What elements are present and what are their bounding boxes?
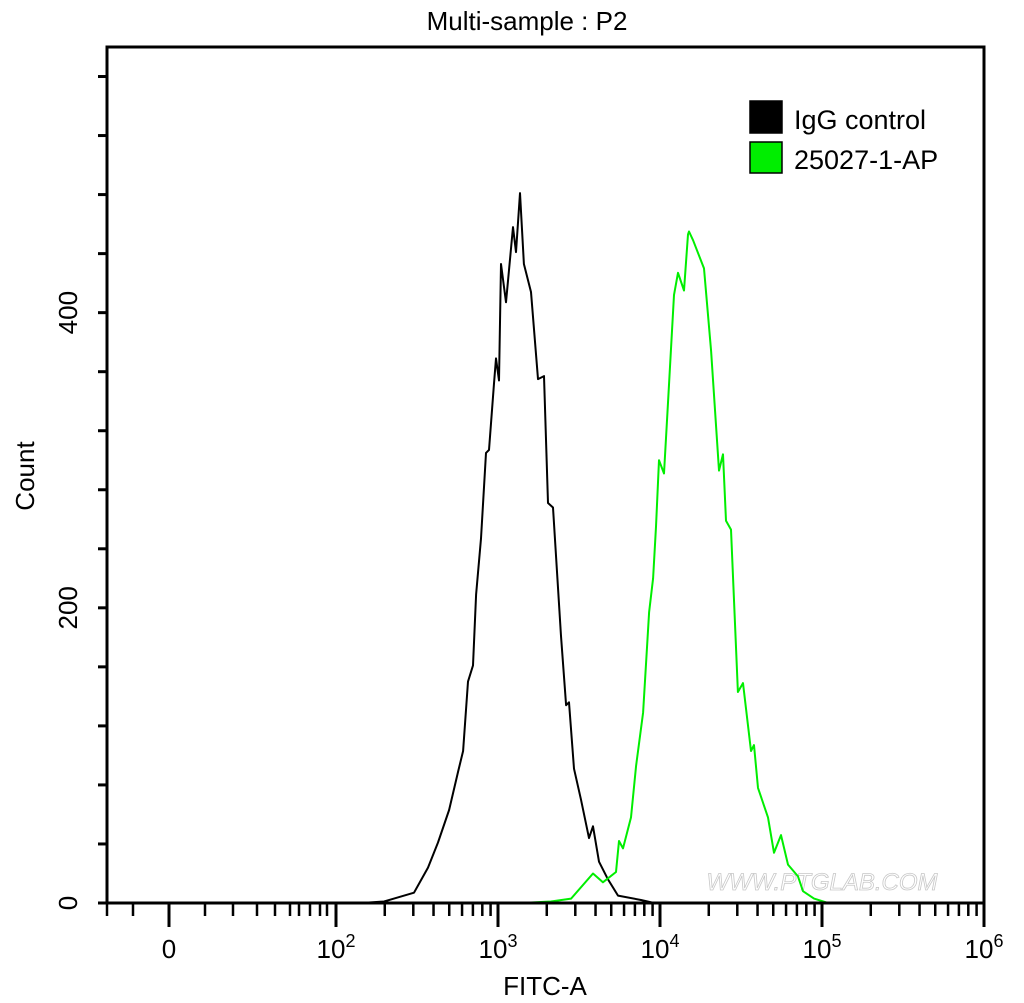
x-tick-label-exponent: 6 — [993, 931, 1003, 951]
y-axis-label: Count — [10, 441, 40, 511]
x-tick-label: 105 — [803, 931, 842, 964]
y-tick-label: 400 — [53, 291, 83, 334]
x-tick-label-exponent: 4 — [669, 931, 679, 951]
x-tick-label-base: 10 — [317, 934, 346, 964]
legend-swatch-25027-1-ap — [749, 141, 783, 174]
x-tick-label-base: 10 — [803, 934, 832, 964]
legend-label-25027-1-ap: 25027-1-AP — [794, 145, 938, 175]
x-tick-label-base: 10 — [965, 934, 994, 964]
watermark: WWW.PTGLAB.COM — [706, 869, 937, 896]
x-tick-label: 0 — [162, 934, 176, 964]
x-tick-label-base: 0 — [162, 934, 176, 964]
x-tick-label-base: 10 — [479, 934, 508, 964]
x-axis-label: FITC-A — [503, 971, 587, 1001]
legend-label-igg-control: IgG control — [794, 105, 926, 135]
curves-layer — [361, 192, 829, 904]
x-tick-label: 106 — [965, 931, 1004, 964]
y-tick-label: 200 — [53, 586, 83, 629]
legend-swatch-igg-control — [749, 100, 783, 134]
chart-title: Multi-sample : P2 — [427, 6, 628, 36]
x-tick-label-exponent: 3 — [507, 931, 517, 951]
x-tick-label: 103 — [479, 931, 518, 964]
legend: IgG control 25027-1-AP — [749, 100, 938, 175]
series-line-25027-1-ap — [520, 230, 829, 904]
x-tick-label-base: 10 — [641, 934, 670, 964]
x-tick-label-exponent: 5 — [831, 931, 841, 951]
plot-frame — [105, 45, 986, 905]
y-tick-label: 0 — [53, 896, 83, 910]
x-tick-label-exponent: 2 — [345, 931, 355, 951]
x-tick-label: 102 — [317, 931, 356, 964]
x-tick-label: 104 — [641, 931, 680, 964]
series-line-igg-control — [361, 192, 655, 904]
